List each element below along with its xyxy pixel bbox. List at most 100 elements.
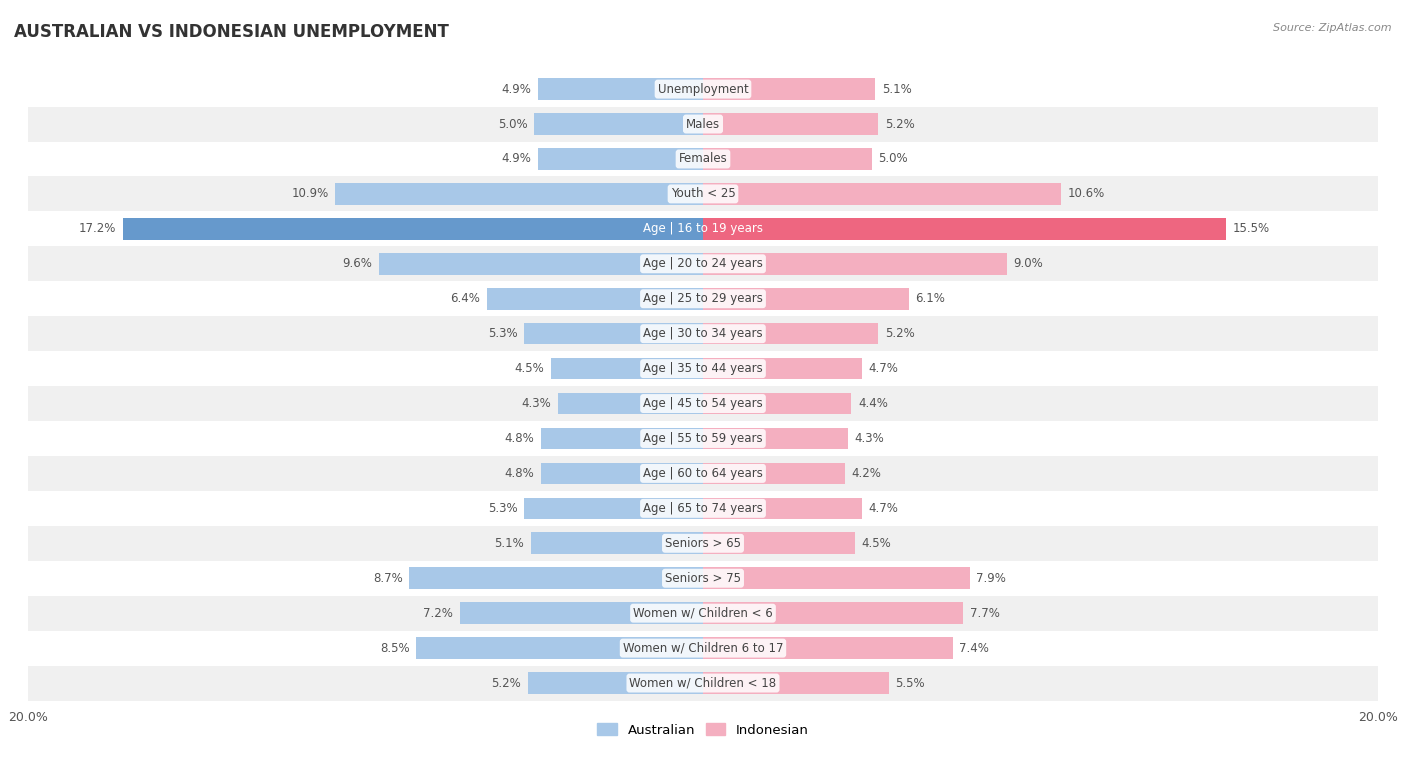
Text: 5.1%: 5.1% <box>495 537 524 550</box>
Bar <box>28 561 1378 596</box>
Bar <box>703 253 1007 275</box>
Text: 5.2%: 5.2% <box>886 117 915 130</box>
Bar <box>703 78 875 100</box>
Text: 4.7%: 4.7% <box>869 362 898 375</box>
Bar <box>703 637 953 659</box>
Text: 15.5%: 15.5% <box>1233 223 1270 235</box>
Bar <box>335 183 703 204</box>
Bar <box>28 211 1378 246</box>
Bar <box>409 568 703 589</box>
Bar <box>541 428 703 450</box>
Text: Unemployment: Unemployment <box>658 83 748 95</box>
Bar <box>28 72 1378 107</box>
Bar <box>703 114 879 135</box>
Text: 4.9%: 4.9% <box>501 152 531 166</box>
Text: Women w/ Children < 6: Women w/ Children < 6 <box>633 606 773 620</box>
Text: Women w/ Children < 18: Women w/ Children < 18 <box>630 677 776 690</box>
Bar <box>28 456 1378 491</box>
Text: 4.5%: 4.5% <box>862 537 891 550</box>
Bar <box>703 288 908 310</box>
Text: Age | 55 to 59 years: Age | 55 to 59 years <box>643 432 763 445</box>
Text: 5.1%: 5.1% <box>882 83 911 95</box>
Bar <box>703 183 1060 204</box>
Bar <box>541 463 703 484</box>
Text: 17.2%: 17.2% <box>79 223 115 235</box>
Text: Seniors > 75: Seniors > 75 <box>665 572 741 584</box>
Text: 7.9%: 7.9% <box>976 572 1007 584</box>
Bar <box>380 253 703 275</box>
Bar <box>703 322 879 344</box>
Legend: Australian, Indonesian: Australian, Indonesian <box>592 718 814 742</box>
Text: 4.5%: 4.5% <box>515 362 544 375</box>
Bar <box>558 393 703 414</box>
Text: 4.4%: 4.4% <box>858 397 889 410</box>
Bar <box>527 672 703 694</box>
Bar <box>28 386 1378 421</box>
Bar <box>703 672 889 694</box>
Bar <box>703 358 862 379</box>
Bar <box>28 176 1378 211</box>
Text: 4.8%: 4.8% <box>505 467 534 480</box>
Text: 10.9%: 10.9% <box>291 188 329 201</box>
Text: 8.5%: 8.5% <box>380 642 409 655</box>
Bar <box>28 596 1378 631</box>
Bar <box>703 428 848 450</box>
Text: 5.0%: 5.0% <box>879 152 908 166</box>
Text: 9.6%: 9.6% <box>343 257 373 270</box>
Text: 4.2%: 4.2% <box>852 467 882 480</box>
Bar <box>531 532 703 554</box>
Bar <box>28 421 1378 456</box>
Text: 5.3%: 5.3% <box>488 327 517 340</box>
Text: Age | 35 to 44 years: Age | 35 to 44 years <box>643 362 763 375</box>
Bar <box>28 316 1378 351</box>
Bar <box>703 393 852 414</box>
Text: 4.9%: 4.9% <box>501 83 531 95</box>
Text: 5.3%: 5.3% <box>488 502 517 515</box>
Text: Youth < 25: Youth < 25 <box>671 188 735 201</box>
Bar <box>524 497 703 519</box>
Bar <box>460 603 703 624</box>
Text: 7.2%: 7.2% <box>423 606 453 620</box>
Text: 4.8%: 4.8% <box>505 432 534 445</box>
Text: 6.4%: 6.4% <box>450 292 481 305</box>
Text: Females: Females <box>679 152 727 166</box>
Text: 4.3%: 4.3% <box>522 397 551 410</box>
Text: 6.1%: 6.1% <box>915 292 945 305</box>
Bar <box>703 148 872 170</box>
Text: Women w/ Children 6 to 17: Women w/ Children 6 to 17 <box>623 642 783 655</box>
Text: 7.7%: 7.7% <box>970 606 1000 620</box>
Bar <box>28 142 1378 176</box>
Text: Age | 25 to 29 years: Age | 25 to 29 years <box>643 292 763 305</box>
Bar <box>703 532 855 554</box>
Bar <box>703 568 970 589</box>
Bar <box>28 351 1378 386</box>
Text: Age | 30 to 34 years: Age | 30 to 34 years <box>643 327 763 340</box>
Bar <box>28 631 1378 665</box>
Bar <box>703 603 963 624</box>
Bar <box>534 114 703 135</box>
Text: Age | 60 to 64 years: Age | 60 to 64 years <box>643 467 763 480</box>
Text: Age | 45 to 54 years: Age | 45 to 54 years <box>643 397 763 410</box>
Text: 4.7%: 4.7% <box>869 502 898 515</box>
Text: 8.7%: 8.7% <box>373 572 402 584</box>
Text: 7.4%: 7.4% <box>959 642 990 655</box>
Bar <box>28 665 1378 700</box>
Bar <box>703 218 1226 240</box>
Text: Males: Males <box>686 117 720 130</box>
Text: 4.3%: 4.3% <box>855 432 884 445</box>
Bar <box>537 78 703 100</box>
Bar <box>28 282 1378 316</box>
Text: 5.5%: 5.5% <box>896 677 925 690</box>
Bar <box>28 491 1378 526</box>
Bar <box>416 637 703 659</box>
Text: 5.0%: 5.0% <box>498 117 527 130</box>
Text: Age | 16 to 19 years: Age | 16 to 19 years <box>643 223 763 235</box>
Text: Age | 65 to 74 years: Age | 65 to 74 years <box>643 502 763 515</box>
Bar <box>703 463 845 484</box>
Text: 5.2%: 5.2% <box>491 677 520 690</box>
Bar <box>486 288 703 310</box>
Text: Source: ZipAtlas.com: Source: ZipAtlas.com <box>1274 23 1392 33</box>
Text: 5.2%: 5.2% <box>886 327 915 340</box>
Bar <box>28 246 1378 282</box>
Bar <box>703 497 862 519</box>
